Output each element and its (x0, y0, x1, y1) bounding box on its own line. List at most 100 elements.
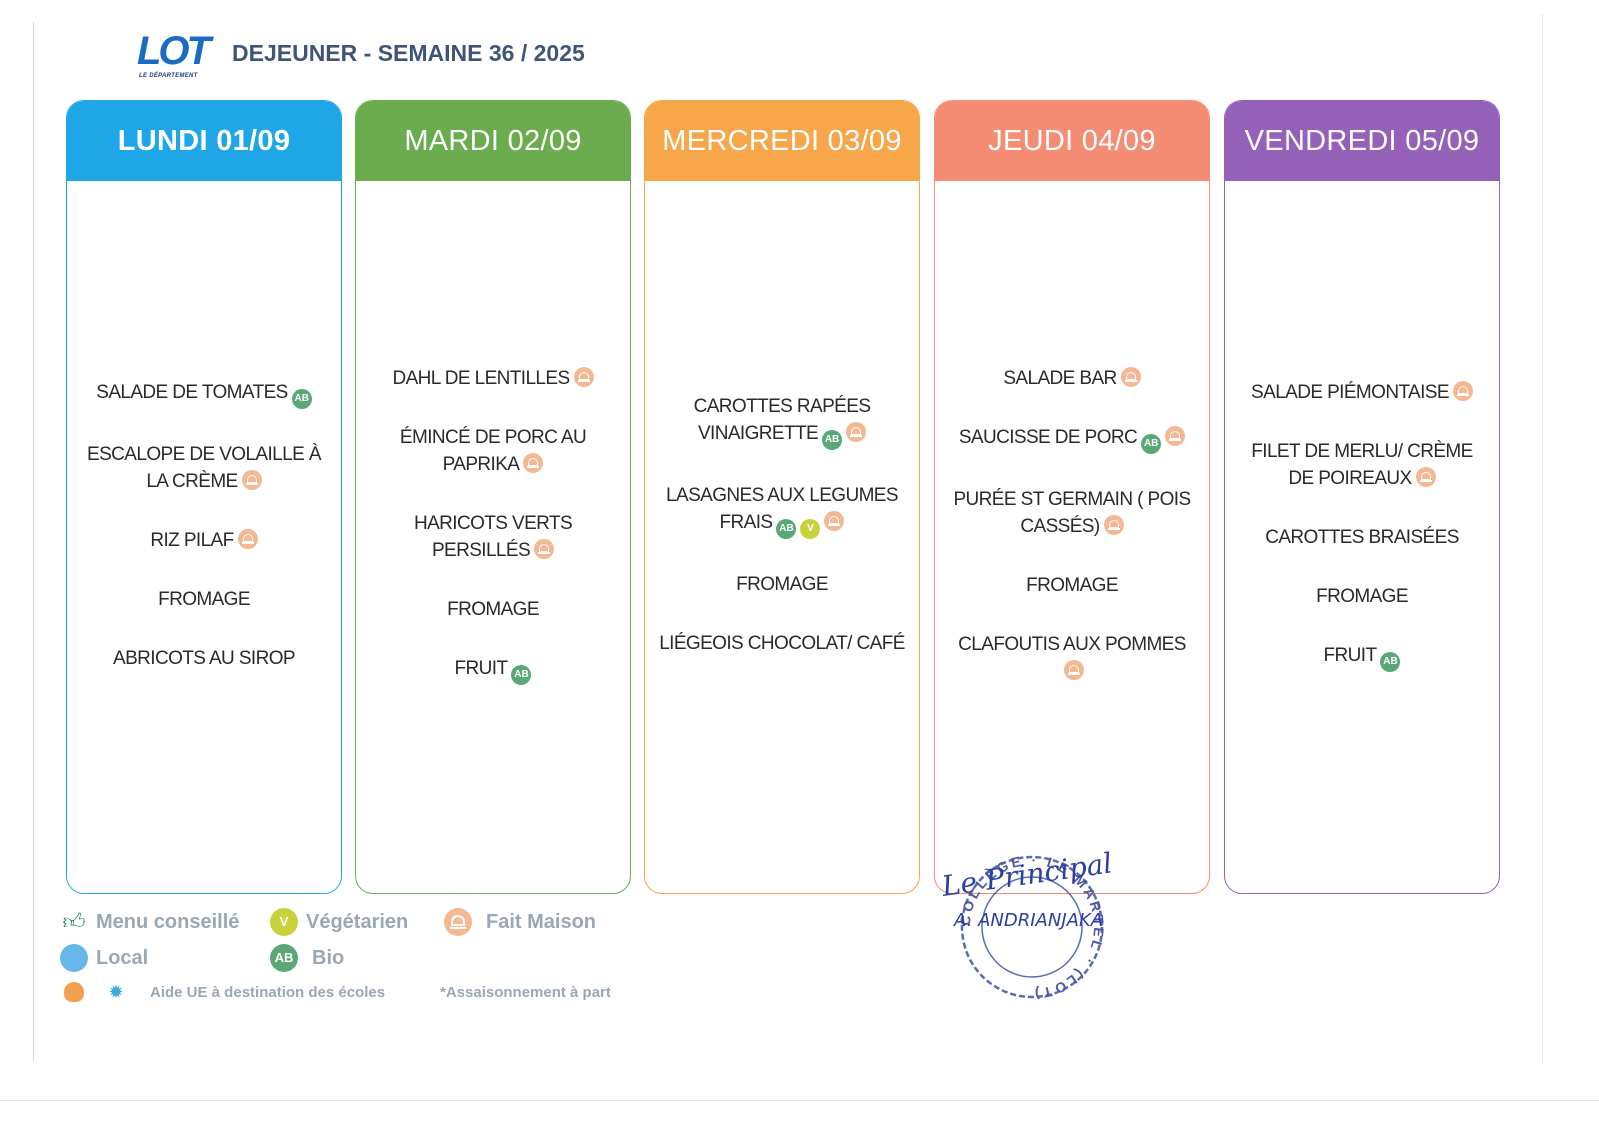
dish-name: SALADE DE TOMATES (96, 381, 288, 403)
dish-name: ÉMINCÉ DE PORC AU PAPRIKA (399, 427, 587, 475)
dish-item: ESCALOPE DE VOLAILLE À LA CRÈME (79, 441, 329, 495)
organic-ab-icon: AB (822, 430, 843, 450)
homemade-icon (846, 422, 867, 442)
fruit-icon (64, 982, 84, 1002)
dish-name: HARICOTS VERTS PERSILLÉS (413, 513, 573, 561)
dish-item: SALADE BAR (1003, 365, 1141, 392)
day-header: JEUDI 04/09 (935, 101, 1209, 181)
legend: 👍︎ Menu conseillé V Végétarien Fait Mais… (60, 908, 660, 1008)
dish-name: ESCALOPE DE VOLAILLE À LA CRÈME (87, 443, 322, 492)
page-edge-right (1542, 14, 1543, 1064)
organic-ab-icon: AB (1380, 651, 1401, 672)
dish-item: CAROTTES BRAISÉES (1265, 524, 1459, 551)
dish-item: ABRICOTS AU SIROP (113, 645, 296, 672)
dish-name: SALADE BAR (1003, 368, 1117, 389)
legend-label: Menu conseillé (96, 910, 240, 933)
dish-item: FROMAGE (1316, 583, 1408, 610)
dish-item: FROMAGE (447, 596, 539, 623)
dish-name: FROMAGE (447, 599, 539, 620)
day-dishes: DAHL DE LENTILLES ÉMINCÉ DE PORC AU PAPRI… (356, 181, 630, 893)
dish-item: DAHL DE LENTILLES (392, 365, 594, 392)
legend-label: Fait Maison (486, 910, 597, 933)
seal-inner-ring (981, 876, 1083, 978)
dish-item: PURÉE ST GERMAIN ( POIS CASSÉS) (947, 486, 1197, 540)
dish-item: HARICOTS VERTS PERSILLÉS (368, 510, 618, 564)
dish-name: CAROTTES BRAISÉES (1265, 526, 1459, 548)
day-header: MARDI 02/09 (356, 101, 630, 181)
dish-item: FRUIT AB (455, 655, 532, 685)
dish-name: LIÉGEOIS CHOCOLAT/ CAFÉ (659, 633, 905, 654)
logo-subtitle: LE DÉPARTEMENT (139, 73, 198, 79)
dish-name: FILET DE MERLU/ CRÈME DE POIREAUX (1251, 440, 1473, 489)
day-dishes: SALADE DE TOMATES AB ESCALOPE DE VOLAILLE … (67, 181, 341, 893)
legend-menu-conseille: 👍︎ Menu conseillé (60, 908, 240, 936)
dish-name: FROMAGE (736, 574, 828, 595)
dish-name: FROMAGE (1026, 575, 1118, 596)
homemade-icon (241, 469, 262, 490)
eu-stars-icon: ✹ (108, 982, 124, 1002)
dish-name: SALADE PIÉMONTAISE (1251, 381, 1450, 403)
dish-item: LIÉGEOIS CHOCOLAT/ CAFÉ (659, 630, 905, 657)
organic-ab-icon: AB (270, 944, 298, 972)
page-edge-left (33, 22, 34, 1062)
day-column: MARDI 02/09 DAHL DE LENTILLES ÉMINCÉ DE PO… (355, 100, 631, 894)
dish-item: FILET DE MERLU/ CRÈME DE POIREAUX (1237, 438, 1487, 492)
homemade-icon (1103, 515, 1124, 535)
day-column: LUNDI 01/09 SALADE DE TOMATES AB ESCALOPE D… (66, 100, 342, 894)
organic-ab-icon: AB (776, 519, 797, 539)
homemade-icon (1064, 660, 1084, 680)
thumbs-up-icon: 👍︎ (62, 909, 86, 934)
dish-name: CLAFOUTIS AUX POMMES (958, 634, 1186, 655)
day-dishes: SALADE PIÉMONTAISE FILET DE MERLU/ CRÈME … (1225, 181, 1499, 893)
legend-vegetarien: V Végétarien (270, 908, 408, 936)
organic-ab-icon: AB (511, 665, 532, 685)
dish-item: SALADE DE TOMATES AB (96, 379, 312, 409)
dish-name: FRUIT (454, 658, 509, 679)
signatory-name: A. ANDRIANJAKA (953, 910, 1103, 931)
day-column: VENDREDI 05/09 SALADE PIÉMONTAISE FILET DE… (1224, 100, 1500, 894)
logo-text: LOT (137, 29, 211, 73)
legend-fait-maison: Fait Maison (444, 908, 596, 936)
legend-aide-ue: Aide UE à destination des écoles (150, 984, 386, 1001)
dish-name: FROMAGE (1316, 585, 1408, 607)
homemade-icon (1120, 367, 1141, 387)
dish-item: FROMAGE (158, 586, 250, 613)
legend-label: Bio (312, 946, 345, 969)
dish-item: CAROTTES RAPÉES VINAIGRETTE AB (657, 393, 907, 450)
dish-item: RIZ PILAF (150, 527, 258, 554)
legend-label: Local (96, 946, 149, 969)
dish-name: ABRICOTS AU SIROP (113, 647, 296, 669)
day-dishes: CAROTTES RAPÉES VINAIGRETTE AB LASAGNES AU… (645, 181, 919, 893)
vegetarian-icon: V (270, 908, 298, 936)
dish-item: SAUCISSE DE PORC AB (958, 424, 1186, 454)
dish-name: PURÉE ST GERMAIN ( POIS CASSÉS) (953, 489, 1191, 537)
dish-name: DAHL DE LENTILLES (392, 368, 570, 389)
day-column: MERCREDI 03/09 CAROTTES RAPÉES VINAIGRETT… (644, 100, 920, 894)
dish-item: CLAFOUTIS AUX POMMES (947, 631, 1197, 685)
homemade-icon (1452, 380, 1473, 401)
legend-assaisonnement: *Assaisonnement à part (440, 984, 611, 1001)
dish-item: ÉMINCÉ DE PORC AU PAPRIKA (368, 424, 618, 478)
organic-ab-icon: AB (1141, 434, 1162, 454)
dish-name: LASAGNES AUX LEGUMES FRAIS (666, 485, 899, 533)
dish-name: SAUCISSE DE PORC (958, 427, 1138, 448)
organic-ab-icon: AB (291, 388, 312, 409)
page-edge-bottom (0, 1100, 1599, 1101)
stamp-graphic: COLLÈGE · LE MARTEL · (LOT) Le Principal… (939, 846, 1114, 1002)
homemade-icon (1165, 426, 1186, 446)
homemade-icon (444, 908, 472, 936)
page-title: DEJEUNER - SEMAINE 36 / 2025 (232, 40, 585, 66)
day-header: LUNDI 01/09 (67, 101, 341, 181)
day-header: MERCREDI 03/09 (645, 101, 919, 181)
dish-name: FRUIT (1323, 644, 1378, 666)
dish-item: FROMAGE (736, 571, 828, 598)
legend-bio: AB Bio (270, 944, 344, 972)
day-column: JEUDI 04/09 SALADE BAR SAUCISSE DE PORC AB P… (934, 100, 1210, 894)
local-icon (60, 944, 88, 972)
homemade-icon (824, 511, 845, 531)
legend-local: Local (60, 944, 148, 972)
dish-name: FROMAGE (158, 588, 250, 610)
dish-item: SALADE PIÉMONTAISE (1251, 379, 1473, 406)
dish-name: RIZ PILAF (150, 529, 234, 551)
school-stamp-signature: COLLÈGE · LE MARTEL · (LOT) Le Principal… (939, 842, 1145, 1002)
